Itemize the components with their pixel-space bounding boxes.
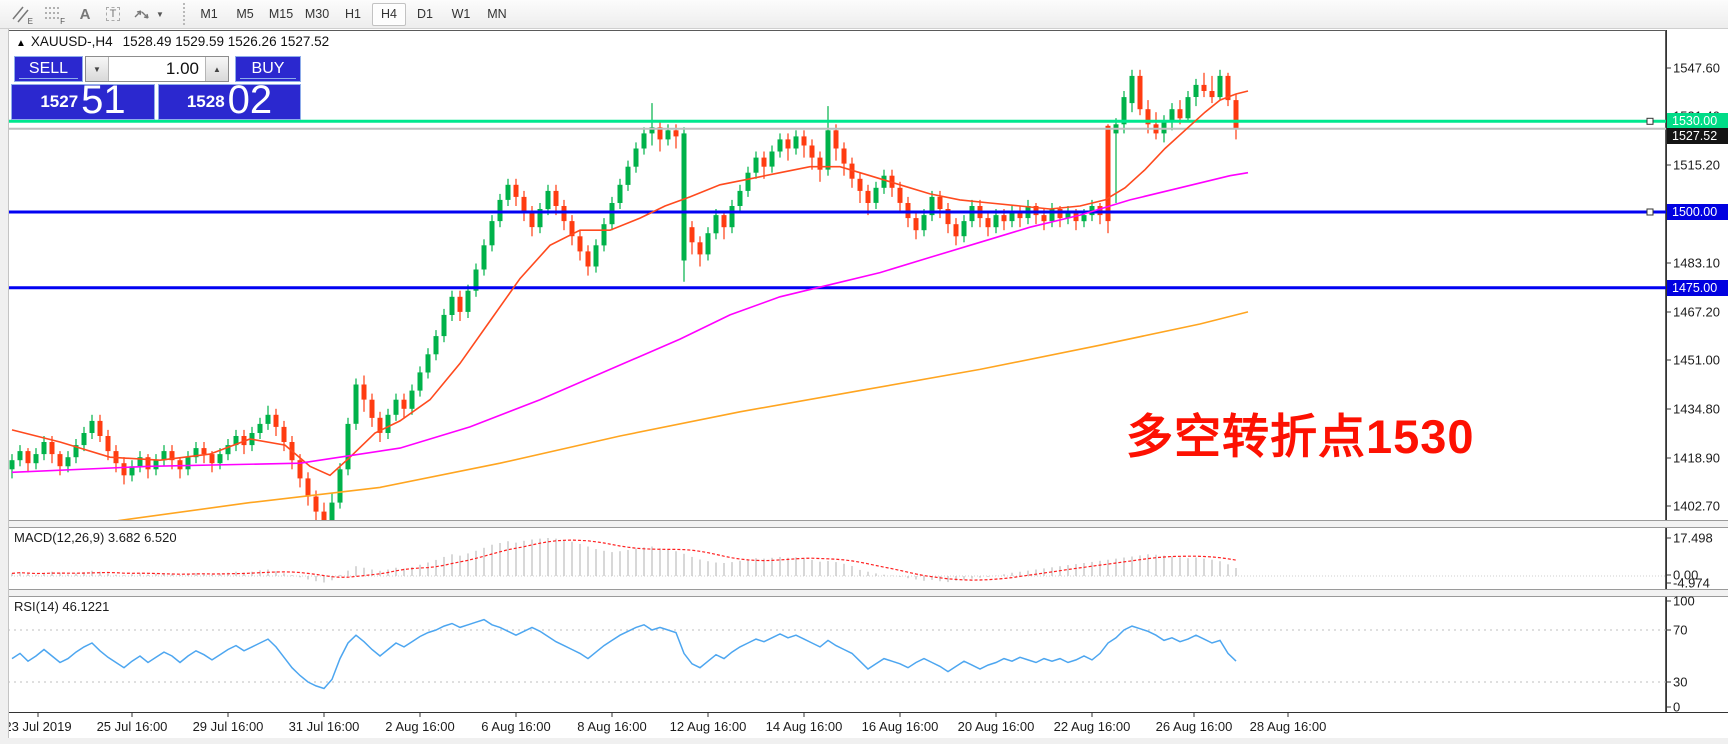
price-tick-label: 1434.80 bbox=[1673, 401, 1720, 417]
timeframe-H1[interactable]: H1 bbox=[345, 6, 361, 21]
indicator-tick-label: 70 bbox=[1673, 622, 1688, 638]
timeframe-H4[interactable]: H4 bbox=[372, 2, 406, 26]
time-axis-label: 12 Aug 16:00 bbox=[669, 719, 747, 734]
text-label-icon[interactable]: A bbox=[79, 5, 91, 23]
volume-decrease-button[interactable]: ▼ bbox=[86, 57, 109, 81]
equidistant-channel-icon[interactable]: E bbox=[8, 2, 34, 26]
window-left-edge bbox=[0, 28, 9, 744]
timeframe-MN[interactable]: MN bbox=[487, 6, 507, 21]
indicator-tick-label: 30 bbox=[1673, 674, 1688, 690]
time-axis-label: 20 Aug 16:00 bbox=[957, 719, 1035, 734]
time-axis-label: 23 Jul 2019 bbox=[4, 719, 72, 734]
indicator-tick-label: 0 bbox=[1673, 699, 1681, 715]
arrows-icon[interactable]: ▼ bbox=[130, 2, 166, 26]
sell-price-small: 1527 bbox=[40, 92, 79, 111]
toolbar: E F A T ▼ M1 M5 M15 M30 H1 H4 D1 W1 MN bbox=[0, 0, 1728, 29]
buy-price-small: 1528 bbox=[186, 92, 225, 111]
buy-price-big: 02 bbox=[227, 78, 273, 122]
time-axis-label: 31 Jul 16:00 bbox=[288, 719, 360, 734]
time-axis-label: 28 Aug 16:00 bbox=[1249, 719, 1327, 734]
one-click-trading-panel: SELL ▼ ▲ BUY 1527 51 1528 02 bbox=[11, 53, 301, 120]
price-tick-label: 1402.70 bbox=[1673, 498, 1720, 514]
indicator-tick-label: 17.498 bbox=[1673, 530, 1713, 546]
toolbar-separator bbox=[183, 3, 188, 25]
time-axis-label: 22 Aug 16:00 bbox=[1053, 719, 1131, 734]
volume-stepper: ▼ ▲ bbox=[85, 56, 229, 82]
symbol-period-label: XAUUSD-,H4 bbox=[30, 34, 113, 49]
chart-title-bar: ▲ XAUUSD-,H4 1528.49 1529.59 1526.26 1527.… bbox=[16, 34, 329, 49]
text-tool-icon[interactable]: T bbox=[100, 2, 126, 26]
panel-splitter[interactable] bbox=[8, 589, 1728, 597]
timeframe-group: M1 M5 M15 M30 H1 H4 D1 W1 MN bbox=[192, 0, 516, 28]
time-axis-label: 2 Aug 16:00 bbox=[385, 719, 455, 734]
fibonacci-icon[interactable]: F bbox=[40, 2, 66, 26]
price-badge: 1530.00 bbox=[1667, 113, 1728, 129]
time-axis-label: 16 Aug 16:00 bbox=[861, 719, 939, 734]
ohlc-values: 1528.49 1529.59 1526.26 1527.52 bbox=[122, 34, 330, 49]
timeframe-M5[interactable]: M5 bbox=[236, 6, 254, 21]
buy-button[interactable]: BUY bbox=[235, 56, 301, 82]
window-bottom-edge bbox=[0, 738, 1728, 744]
volume-increase-button[interactable]: ▲ bbox=[205, 57, 228, 81]
timeframe-D1[interactable]: D1 bbox=[417, 6, 433, 21]
price-tick-label: 1547.60 bbox=[1673, 60, 1720, 76]
price-badge: 1475.00 bbox=[1667, 280, 1728, 296]
timeframe-M1[interactable]: M1 bbox=[200, 6, 218, 21]
price-badge: 1500.00 bbox=[1667, 204, 1728, 220]
time-axis-label: 26 Aug 16:00 bbox=[1155, 719, 1233, 734]
price-tick-label: 1483.10 bbox=[1673, 255, 1720, 271]
sell-price-big: 51 bbox=[81, 78, 126, 122]
price-tick-label: 1515.20 bbox=[1673, 157, 1720, 173]
price-tick-label: 1467.20 bbox=[1673, 304, 1720, 320]
macd-label: MACD(12,26,9) 3.682 6.520 bbox=[14, 530, 177, 545]
sell-price[interactable]: 1527 51 bbox=[11, 78, 155, 122]
volume-input[interactable] bbox=[109, 57, 205, 81]
chart-annotation-text: 多空转折点1530 bbox=[1126, 410, 1475, 463]
indicator-tick-label: 100 bbox=[1673, 593, 1695, 609]
price-badge: 1527.52 bbox=[1667, 128, 1728, 144]
timeframe-M15[interactable]: M15 bbox=[268, 6, 294, 21]
time-axis-label: 8 Aug 16:00 bbox=[577, 719, 647, 734]
time-axis-label: 25 Jul 16:00 bbox=[96, 719, 168, 734]
time-axis-label: 6 Aug 16:00 bbox=[481, 719, 551, 734]
buy-price[interactable]: 1528 02 bbox=[158, 78, 301, 122]
panel-splitter[interactable] bbox=[8, 520, 1728, 528]
price-tick-label: 1418.90 bbox=[1673, 450, 1720, 466]
indicator-tick-label: -4.974 bbox=[1673, 575, 1710, 591]
sell-button[interactable]: SELL bbox=[14, 56, 83, 82]
timeframe-M30[interactable]: M30 bbox=[304, 6, 330, 21]
time-axis-label: 14 Aug 16:00 bbox=[765, 719, 843, 734]
timeframe-W1[interactable]: W1 bbox=[451, 6, 471, 21]
price-tick-label: 1451.00 bbox=[1673, 352, 1720, 368]
rsi-label: RSI(14) 46.1221 bbox=[14, 599, 110, 614]
chevron-down-icon: ▼ bbox=[156, 9, 164, 19]
collapse-arrow-icon[interactable]: ▲ bbox=[16, 38, 26, 49]
indicator-tick-label: 0.00 bbox=[1673, 567, 1699, 583]
time-axis-label: 29 Jul 16:00 bbox=[192, 719, 264, 734]
